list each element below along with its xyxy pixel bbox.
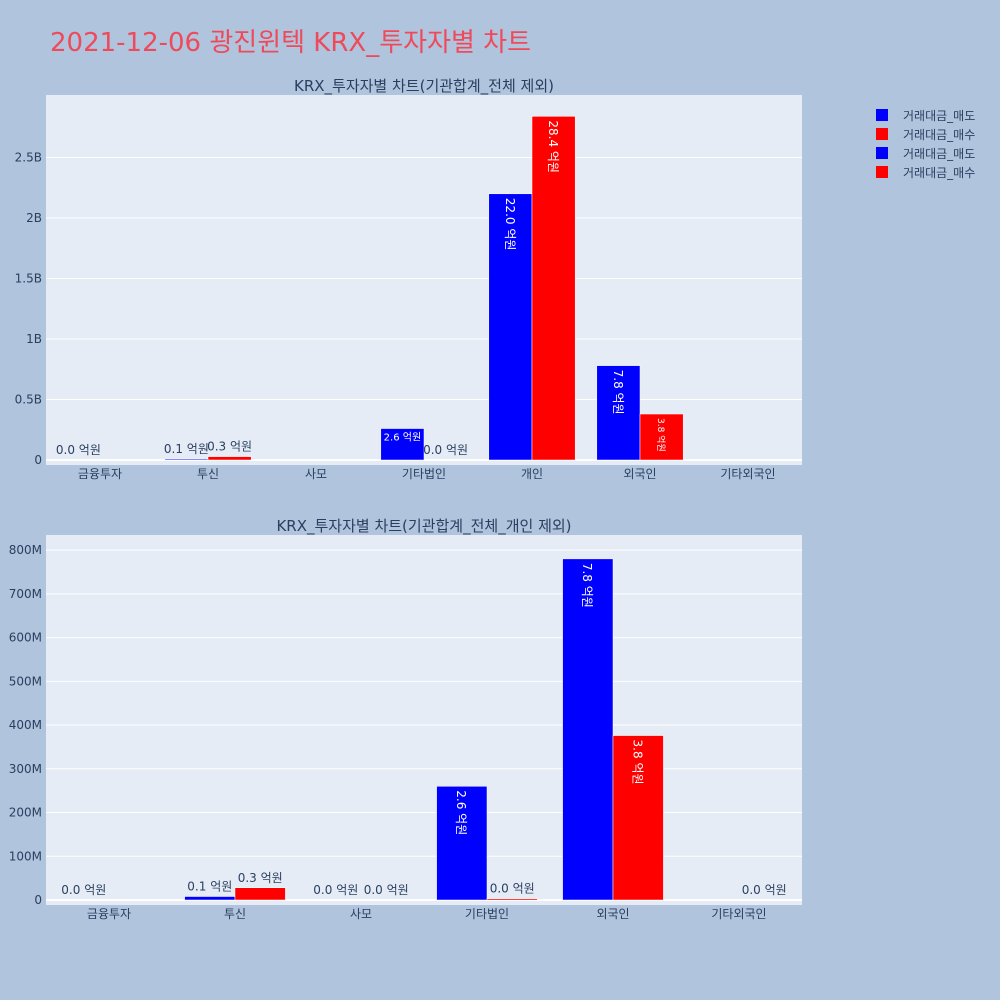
legend-label[interactable]: 거래대금_매도 xyxy=(903,147,975,161)
y-tick-label: 0 xyxy=(34,453,42,467)
data-label: 0.1 억원 xyxy=(187,880,232,894)
data-label: 0.0 억원 xyxy=(490,882,535,896)
chart-title: KRX_투자자별 차트(기관합계_전체_개인 제외) xyxy=(276,517,571,536)
data-label: 0.0 억원 xyxy=(61,883,106,897)
bar-sell xyxy=(436,786,488,901)
data-label: 0.3 억원 xyxy=(238,871,283,885)
data-label: 7.8 억원 xyxy=(580,563,594,608)
plot-area xyxy=(46,95,802,465)
y-tick-label: 600M xyxy=(9,631,42,645)
x-tick-label: 외국인 xyxy=(623,467,656,481)
bar-buy xyxy=(612,735,664,901)
data-label: 22.0 억원 xyxy=(503,198,517,251)
legend-label[interactable]: 거래대금_매수 xyxy=(903,166,975,180)
legend-label[interactable]: 거래대금_매도 xyxy=(903,109,975,123)
bar-sell xyxy=(58,899,110,901)
y-tick-label: 500M xyxy=(9,674,42,688)
x-tick-label: 기타외국인 xyxy=(711,907,766,921)
data-label: 3.8 억원 xyxy=(655,418,667,452)
x-tick-label: 외국인 xyxy=(596,907,629,921)
x-tick-label: 투신 xyxy=(197,467,219,481)
bar-buy xyxy=(234,887,286,901)
x-tick-label: 투신 xyxy=(224,907,246,921)
x-tick-label: 금융투자 xyxy=(87,907,131,921)
bar-sell xyxy=(310,899,362,901)
data-label: 3.8 억원 xyxy=(631,740,645,785)
bar-buy xyxy=(531,116,576,461)
y-tick-label: 400M xyxy=(9,718,42,732)
x-tick-label: 사모 xyxy=(305,467,327,481)
data-label: 0.0 억원 xyxy=(56,443,101,457)
x-tick-label: 사모 xyxy=(350,907,372,921)
bar-buy xyxy=(639,413,684,461)
bar-buy xyxy=(423,459,468,461)
legend-swatch[interactable] xyxy=(876,166,888,178)
y-tick-label: 0.5B xyxy=(15,393,42,407)
chart-panel-1: KRX_투자자별 차트(기관합계_전체 제외) 0 0.5B 1B 1.5B 2B 2.5B… xyxy=(15,77,802,481)
x-tick-label: 금융투자 xyxy=(78,467,122,481)
chart-panel-2: KRX_투자자별 차트(기관합계_전체_개인 제외) 0 100M 200M 300M 4… xyxy=(9,517,802,921)
y-tick-label: 100M xyxy=(9,849,42,863)
data-label: 0.0 억원 xyxy=(423,443,468,457)
x-tick-label: 기타외국인 xyxy=(720,467,775,481)
data-label: 0.1 억원 xyxy=(164,442,209,456)
bar-buy xyxy=(207,456,252,461)
data-label: 7.8 억원 xyxy=(611,370,625,415)
data-label: 0.0 억원 xyxy=(313,883,358,897)
y-tick-label: 0 xyxy=(34,893,42,907)
data-label: 2.6 억원 xyxy=(454,790,468,835)
chart-title: KRX_투자자별 차트(기관합계_전체 제외) xyxy=(294,77,554,96)
data-label: 0.3 억원 xyxy=(207,440,252,454)
bar-sell xyxy=(380,428,425,461)
data-label: 2.6 억원 xyxy=(384,432,421,444)
bar-buy xyxy=(486,898,538,901)
data-label: 0.0 억원 xyxy=(364,883,409,897)
x-tick-label: 개인 xyxy=(521,467,543,481)
bar-sell xyxy=(596,365,641,461)
y-tick-label: 700M xyxy=(9,587,42,601)
bar-sell xyxy=(184,896,236,901)
bar-sell xyxy=(488,193,533,461)
y-tick-label: 800M xyxy=(9,543,42,557)
y-tick-label: 200M xyxy=(9,806,42,820)
legend-swatch[interactable] xyxy=(876,128,888,140)
y-tick-label: 300M xyxy=(9,762,42,776)
x-tick-label: 기타법인 xyxy=(465,907,509,921)
y-tick-label: 1.5B xyxy=(15,272,42,286)
bar-buy xyxy=(738,899,790,901)
y-tick-label: 2B xyxy=(26,211,42,225)
bar-sell xyxy=(562,558,614,901)
bar-sell xyxy=(56,459,101,461)
data-label: 0.0 억원 xyxy=(742,883,787,897)
bar-buy xyxy=(360,899,412,901)
plot-area xyxy=(46,535,802,905)
legend-label[interactable]: 거래대금_매수 xyxy=(903,128,975,142)
x-tick-label: 기타법인 xyxy=(402,467,446,481)
legend-swatch[interactable] xyxy=(876,109,888,121)
y-tick-label: 2.5B xyxy=(15,151,42,165)
y-tick-label: 1B xyxy=(26,332,42,346)
page-title: 2021-12-06 광진윈텍 KRX_투자자별 차트 xyxy=(50,28,532,58)
bar-sell xyxy=(164,458,209,461)
data-label: 28.4 억원 xyxy=(546,120,560,173)
legend-swatch[interactable] xyxy=(876,147,888,159)
